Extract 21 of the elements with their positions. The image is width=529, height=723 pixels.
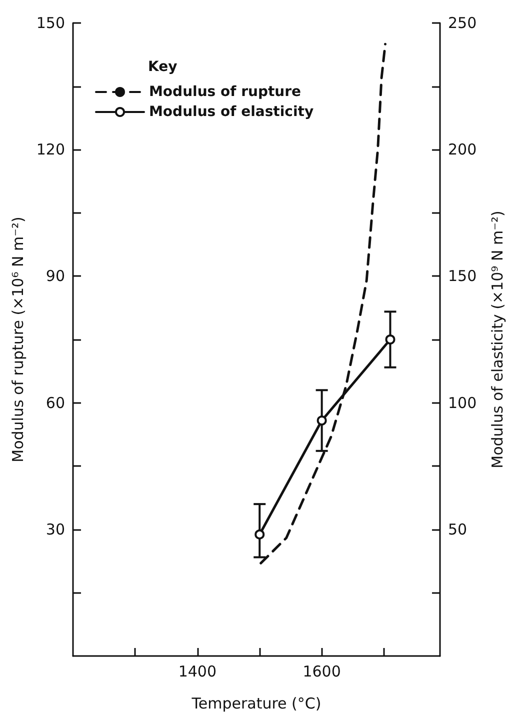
x-axis-title: Temperature (°C)	[190, 694, 322, 712]
legend-title: Key	[148, 59, 178, 75]
y-tick-label: 150	[36, 14, 65, 32]
y2-tick-label: 100	[448, 394, 477, 412]
y2-tick-label: 150	[448, 267, 477, 286]
y-tick-label: 30	[46, 520, 65, 538]
y-tick-label: 120	[36, 140, 65, 159]
point	[385, 334, 396, 344]
y-tick-label: 90	[46, 267, 65, 286]
y2-tick-label: 200	[448, 140, 477, 159]
y-tick-label: 60	[46, 394, 65, 412]
y2-tick-label: 50	[448, 520, 468, 538]
point	[254, 529, 265, 540]
legend-label: Modulus of elasticity	[149, 104, 314, 120]
y-axis-title: Modulus of rupture (×10⁶ N m⁻²)	[8, 216, 27, 462]
legend-label: Modulus of rupture	[149, 84, 302, 100]
x-tick-label: 1600	[302, 662, 341, 680]
x-tick-label: 1400	[178, 662, 216, 680]
y2-axis-title: Modulus of elasticity (×10⁹ N m⁻²)	[488, 210, 506, 468]
y2-tick-label: 250	[448, 14, 477, 32]
point	[316, 416, 327, 426]
